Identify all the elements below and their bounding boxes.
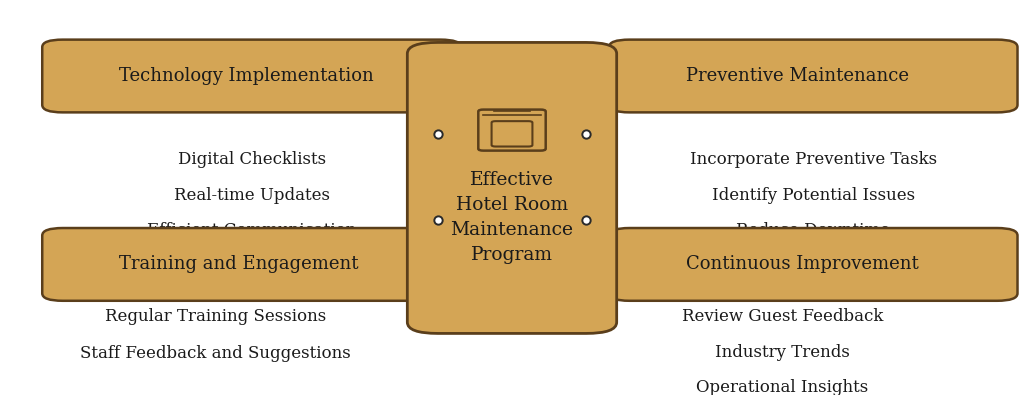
Text: Preventive Maintenance: Preventive Maintenance bbox=[686, 67, 908, 85]
Text: Staff Feedback and Suggestions: Staff Feedback and Suggestions bbox=[81, 346, 351, 363]
Text: Industry Trends: Industry Trends bbox=[715, 344, 850, 361]
Text: Review Guest Feedback: Review Guest Feedback bbox=[682, 308, 884, 325]
Text: Continuous Improvement: Continuous Improvement bbox=[686, 256, 919, 273]
FancyBboxPatch shape bbox=[42, 40, 461, 113]
Text: Regular Training Sessions: Regular Training Sessions bbox=[105, 308, 327, 325]
Text: Technology Implementation: Technology Implementation bbox=[119, 67, 374, 85]
FancyBboxPatch shape bbox=[609, 228, 1018, 301]
Text: Training and Engagement: Training and Engagement bbox=[119, 256, 358, 273]
Text: Efficient Communication: Efficient Communication bbox=[146, 222, 356, 239]
Text: Incorporate Preventive Tasks: Incorporate Preventive Tasks bbox=[690, 151, 937, 168]
FancyBboxPatch shape bbox=[609, 40, 1018, 113]
Text: Identify Potential Issues: Identify Potential Issues bbox=[712, 187, 914, 204]
FancyBboxPatch shape bbox=[42, 228, 461, 301]
Text: Effective
Hotel Room
Maintenance
Program: Effective Hotel Room Maintenance Program bbox=[451, 171, 573, 264]
Text: Real-time Updates: Real-time Updates bbox=[174, 187, 330, 204]
Text: Reduce Downtime: Reduce Downtime bbox=[736, 222, 890, 239]
Text: Digital Checklists: Digital Checklists bbox=[177, 151, 326, 168]
Text: Operational Insights: Operational Insights bbox=[696, 379, 868, 395]
FancyBboxPatch shape bbox=[408, 42, 616, 333]
